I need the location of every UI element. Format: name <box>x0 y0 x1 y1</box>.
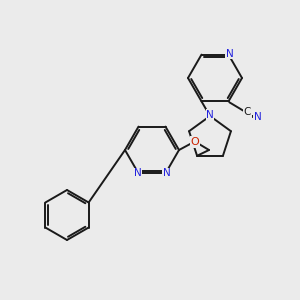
Text: N: N <box>226 49 233 58</box>
Text: N: N <box>163 168 170 178</box>
Text: N: N <box>254 112 261 122</box>
Text: N: N <box>206 110 214 120</box>
Text: O: O <box>190 137 200 147</box>
Text: N: N <box>134 168 141 178</box>
Text: C: C <box>244 107 251 117</box>
